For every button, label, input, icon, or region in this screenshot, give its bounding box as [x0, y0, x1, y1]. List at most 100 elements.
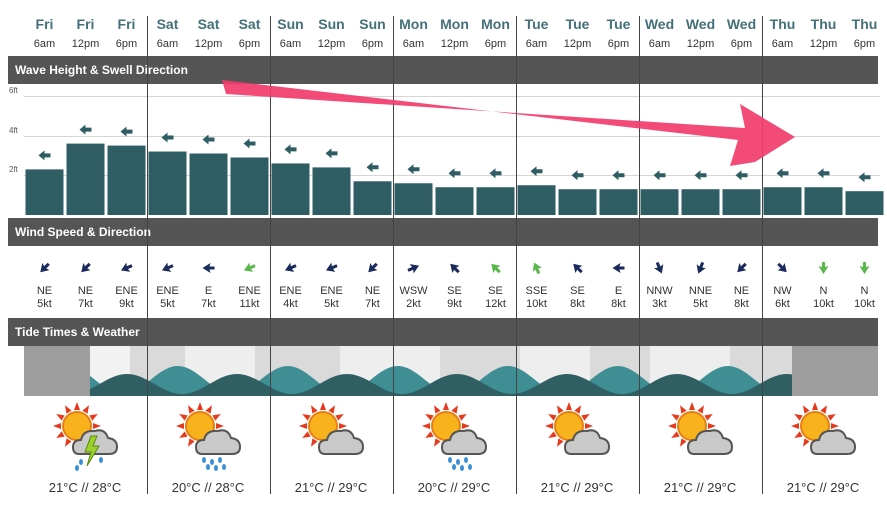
- wave-bar: [722, 189, 761, 215]
- temperature-range: 20°C // 28°C: [171, 480, 245, 495]
- time-label: 6am: [156, 38, 179, 50]
- swell-arrow-icon: [38, 150, 51, 161]
- wind-arrow-icon: [737, 262, 747, 273]
- time-label: 6am: [525, 38, 548, 50]
- day-label: Mon: [481, 16, 510, 32]
- temperature-range: 21°C // 28°C: [48, 480, 122, 495]
- swell-arrow-icon: [284, 144, 297, 155]
- time-label: 12pm: [194, 38, 223, 50]
- swell-arrow-icon: [571, 170, 584, 181]
- wind-arrow-icon: [491, 263, 501, 274]
- wind-direction: E: [614, 285, 623, 297]
- wave-bar: [25, 169, 64, 215]
- day-label: Wed: [685, 16, 716, 32]
- wave-bar: [640, 189, 679, 215]
- wind-speed: 4kt: [283, 298, 298, 310]
- day-label: Sun: [277, 16, 304, 32]
- swell-arrow-icon: [79, 124, 92, 135]
- day-label: Tue: [524, 16, 549, 32]
- day-label: Tue: [565, 16, 590, 32]
- wind-arrow-icon: [612, 263, 625, 273]
- swell-arrow-icon: [817, 168, 830, 179]
- wind-direction: E: [204, 285, 213, 297]
- wind-arrow-icon: [202, 263, 215, 273]
- wind-arrow-icon: [243, 262, 256, 272]
- tide-section-header: Tide Times & Weather: [8, 318, 878, 346]
- day-label: Sat: [238, 16, 261, 32]
- wind-direction: WSW: [399, 285, 428, 297]
- wave-bar: [353, 181, 392, 215]
- day-label: Sun: [318, 16, 345, 32]
- day-separator: [762, 16, 763, 494]
- wave-bar: [107, 145, 146, 215]
- time-label: 6pm: [607, 38, 630, 50]
- time-label: 6pm: [484, 38, 507, 50]
- wave-gridline: [24, 135, 880, 137]
- day-label: Sun: [359, 16, 386, 32]
- day-separator: [516, 16, 517, 494]
- thunderstorm-icon: [51, 402, 121, 472]
- day-label: Tue: [606, 16, 631, 32]
- wave-bar: [230, 157, 269, 215]
- wind-arrow-icon: [777, 262, 787, 273]
- wind-arrow-icon: [696, 261, 706, 274]
- wind-arrow-icon: [859, 262, 870, 274]
- wind-direction: SSE: [525, 285, 548, 297]
- time-label: 6pm: [238, 38, 261, 50]
- swell-arrow-icon: [530, 166, 543, 177]
- wind-direction: NNW: [646, 285, 673, 297]
- wind-speed: 3kt: [652, 298, 667, 310]
- day-separator: [639, 16, 640, 494]
- wind-direction: ENE: [115, 285, 138, 297]
- wave-bar: [558, 189, 597, 215]
- time-label: 12pm: [686, 38, 715, 50]
- wave-bar: [599, 189, 638, 215]
- wind-speed: 8kt: [611, 298, 626, 310]
- time-label: 6pm: [115, 38, 138, 50]
- wind-arrow-icon: [368, 262, 378, 273]
- wind-speed: 5kt: [693, 298, 708, 310]
- wave-section-header: Wave Height & Swell Direction: [8, 56, 878, 84]
- wind-speed: 12kt: [485, 298, 506, 310]
- wind-speed: 10kt: [813, 298, 834, 310]
- wind-speed: 7kt: [201, 298, 216, 310]
- partly-cloudy-icon: [789, 402, 859, 472]
- wind-direction: SE: [488, 285, 503, 297]
- wind-speed: 9kt: [447, 298, 462, 310]
- wind-direction: NE: [36, 285, 53, 297]
- day-label: Fri: [117, 16, 136, 32]
- swell-arrow-icon: [735, 170, 748, 181]
- wind-speed: 7kt: [78, 298, 93, 310]
- day-label: Sat: [156, 16, 179, 32]
- partly-cloudy-icon: [666, 402, 736, 472]
- wind-direction: N: [860, 285, 869, 297]
- wind-speed: 6kt: [775, 298, 790, 310]
- wind-direction: NE: [364, 285, 381, 297]
- wave-bar: [845, 191, 884, 215]
- day-label: Wed: [726, 16, 757, 32]
- wave-bar: [394, 183, 433, 215]
- wind-direction: ENE: [156, 285, 179, 297]
- wind-direction: ENE: [238, 285, 261, 297]
- wind-direction: ENE: [279, 285, 302, 297]
- wave-bar: [271, 163, 310, 215]
- time-label: 6am: [279, 38, 302, 50]
- wave-bar: [435, 187, 474, 215]
- time-label: 6am: [648, 38, 671, 50]
- wind-arrows: [40, 261, 870, 275]
- swell-arrow-icon: [776, 168, 789, 179]
- wave-axis-label: 6ft: [9, 86, 18, 95]
- wind-direction: SE: [570, 285, 585, 297]
- wind-arrow-icon: [532, 262, 542, 275]
- wind-direction: SE: [447, 285, 462, 297]
- rain-icon: [420, 402, 490, 472]
- swell-arrow-icon: [694, 170, 707, 181]
- day-label: Fri: [35, 16, 54, 32]
- day-label: Fri: [76, 16, 95, 32]
- partly-cloudy-icon: [297, 402, 367, 472]
- swell-arrow-icon: [489, 168, 502, 179]
- wind-arrow-icon: [573, 263, 583, 274]
- wind-speed: 5kt: [37, 298, 52, 310]
- wind-speed: 7kt: [365, 298, 380, 310]
- day-label: Thu: [810, 16, 837, 32]
